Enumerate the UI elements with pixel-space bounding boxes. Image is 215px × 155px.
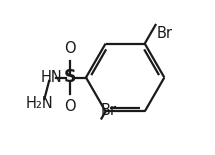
Text: HN: HN: [41, 70, 62, 85]
Text: H₂N: H₂N: [26, 96, 53, 111]
Text: O: O: [64, 41, 76, 56]
Text: S: S: [64, 69, 76, 86]
Text: Br: Br: [156, 26, 172, 41]
Text: Br: Br: [101, 103, 117, 118]
Text: O: O: [64, 99, 76, 114]
